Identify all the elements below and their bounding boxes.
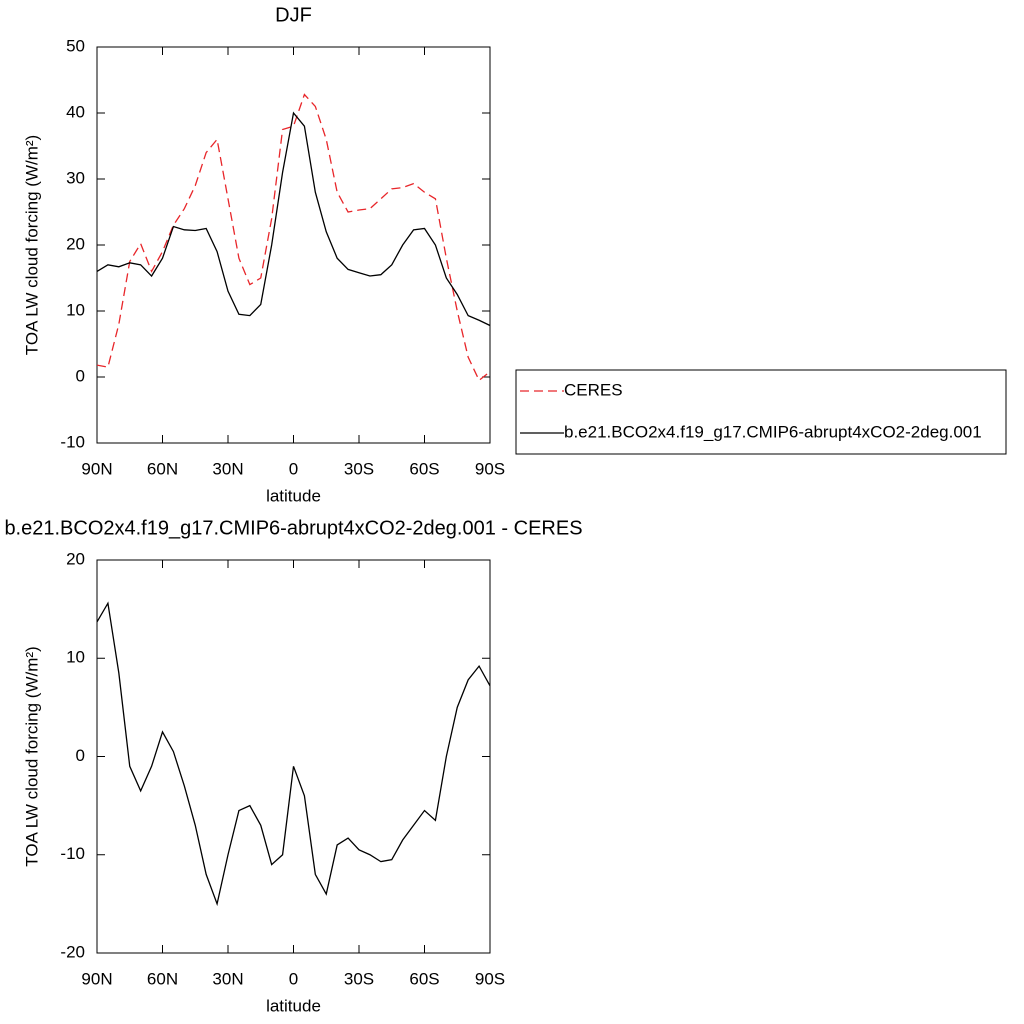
x-tick-label: 60S <box>409 969 439 988</box>
y-tick-label: 0 <box>76 366 85 385</box>
plot-frame <box>96 46 491 444</box>
data-line <box>96 93 491 382</box>
x-tick-label: 30S <box>344 459 374 478</box>
x-tick-label: 30S <box>344 969 374 988</box>
data-line <box>96 601 491 907</box>
y-tick-label: 30 <box>66 168 85 187</box>
x-tick-label: 90N <box>81 969 112 988</box>
x-axis-label: latitude <box>266 486 321 505</box>
x-tick-label: 0 <box>289 459 298 478</box>
y-tick-label: -10 <box>60 844 85 863</box>
x-tick-label: 30N <box>212 459 243 478</box>
x-tick-label: 30N <box>212 969 243 988</box>
y-tick-label: 40 <box>66 102 85 121</box>
x-axis-label: latitude <box>266 996 321 1015</box>
y-tick-label: -10 <box>60 432 85 451</box>
y-axis-label: TOA LW cloud forcing (W/m²) <box>22 135 41 355</box>
y-tick-label: 20 <box>66 549 85 568</box>
y-tick-label: 20 <box>66 234 85 253</box>
x-tick-label: 90N <box>81 459 112 478</box>
y-tick-label: -20 <box>60 942 85 961</box>
y-tick-label: 10 <box>66 300 85 319</box>
x-tick-label: 60N <box>147 459 178 478</box>
y-tick-label: 0 <box>76 746 85 765</box>
y-tick-label: 10 <box>66 648 85 667</box>
legend-label: b.e21.BCO2x4.f19_g17.CMIP6-abrupt4xCO2-2… <box>564 422 982 441</box>
y-tick-label: 50 <box>66 36 85 55</box>
y-axis-label: TOA LW cloud forcing (W/m²) <box>22 646 41 866</box>
legend-box <box>515 369 1007 455</box>
x-tick-label: 90S <box>475 969 505 988</box>
data-line <box>96 111 491 327</box>
chart-title: DJF <box>275 4 312 26</box>
x-tick-label: 0 <box>289 969 298 988</box>
legend-label: CERES <box>564 380 623 399</box>
x-tick-label: 90S <box>475 459 505 478</box>
plot-frame <box>96 559 491 954</box>
x-tick-label: 60S <box>409 459 439 478</box>
x-tick-label: 60N <box>147 969 178 988</box>
chart-title: b.e21.BCO2x4.f19_g17.CMIP6-abrupt4xCO2-2… <box>4 517 582 539</box>
